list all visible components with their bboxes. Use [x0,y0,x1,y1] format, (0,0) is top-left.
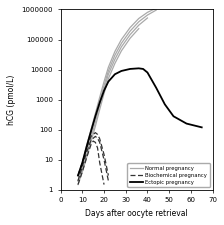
Y-axis label: hCG (pmol/L): hCG (pmol/L) [7,74,16,125]
X-axis label: Days after oocyte retrieval: Days after oocyte retrieval [85,209,188,218]
Legend: Normal pregnancy, Biochemical pregnancy, Ectopic pregnancy: Normal pregnancy, Biochemical pregnancy,… [127,163,210,187]
